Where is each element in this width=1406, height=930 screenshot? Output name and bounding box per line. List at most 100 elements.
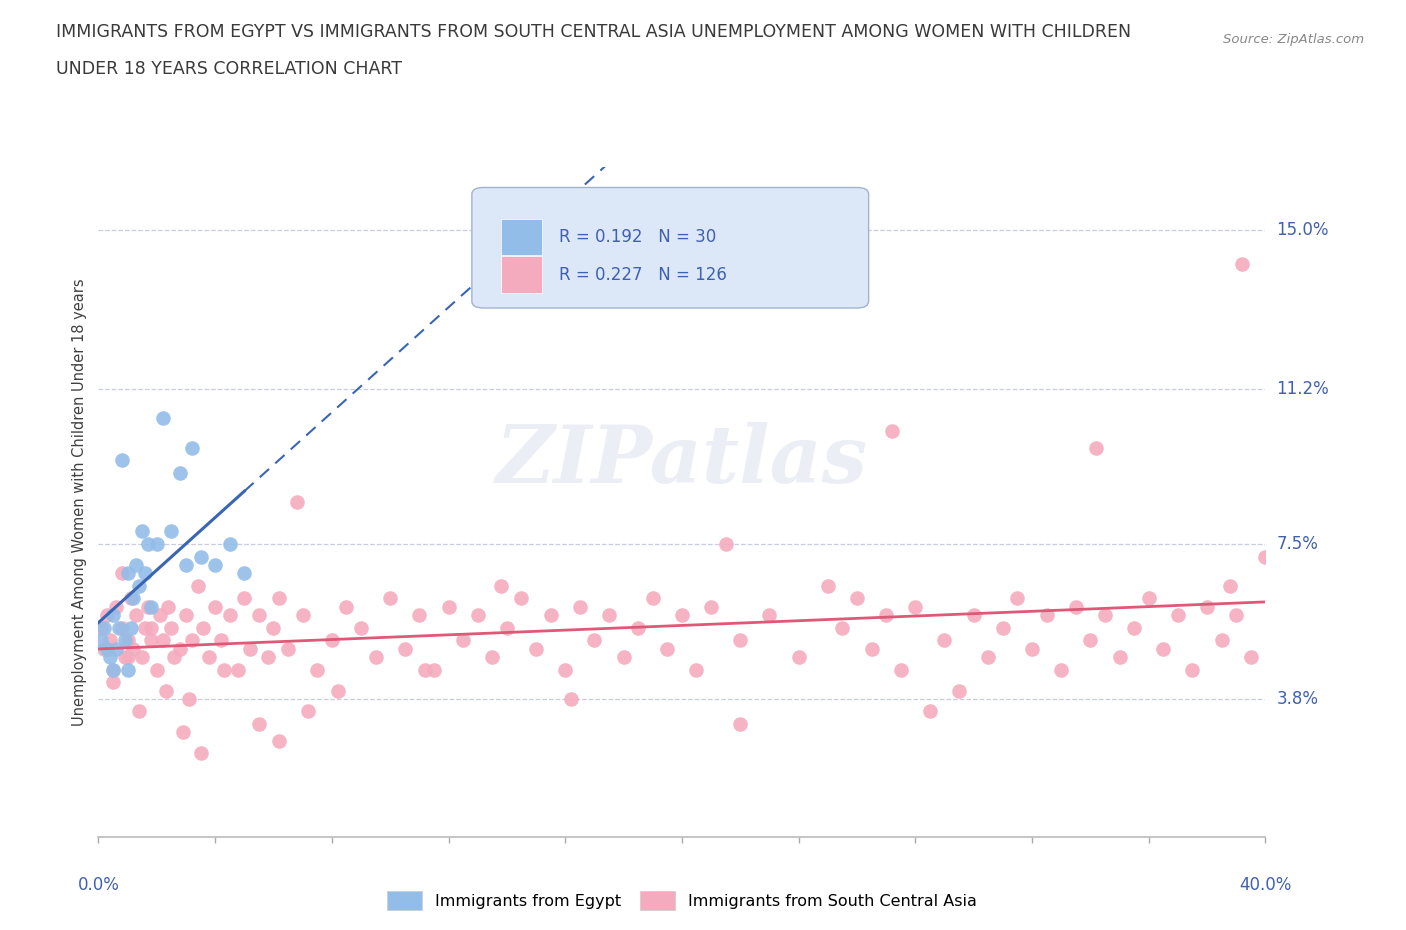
Point — [111, 565, 134, 580]
Point — [128, 704, 150, 719]
Point — [93, 642, 115, 657]
Point — [146, 537, 169, 551]
Point — [131, 525, 153, 539]
Point — [120, 591, 142, 606]
Point — [787, 649, 810, 664]
Point — [598, 608, 620, 623]
Point — [190, 549, 212, 564]
Point — [152, 411, 174, 426]
Point — [247, 608, 270, 623]
Point — [378, 591, 402, 606]
Point — [1240, 649, 1263, 664]
Point — [495, 620, 517, 635]
Point — [1085, 441, 1108, 456]
Point — [157, 600, 180, 615]
Point — [845, 591, 868, 606]
Point — [671, 608, 693, 623]
Point — [233, 591, 256, 606]
Point — [394, 642, 416, 657]
Point — [817, 578, 839, 593]
Point — [481, 649, 503, 664]
Text: 11.2%: 11.2% — [1277, 380, 1329, 398]
Point — [423, 662, 446, 677]
Point — [139, 600, 162, 615]
Point — [117, 649, 139, 664]
Point — [1167, 608, 1189, 623]
Text: 40.0%: 40.0% — [1239, 876, 1292, 894]
Point — [256, 649, 278, 664]
Point — [136, 600, 159, 615]
Point — [174, 608, 197, 623]
Point — [297, 704, 319, 719]
Point — [169, 466, 191, 481]
Point — [1195, 600, 1218, 615]
Point — [657, 642, 679, 657]
Point — [134, 620, 156, 635]
Point — [204, 558, 226, 573]
Point — [125, 608, 148, 623]
Point — [335, 600, 357, 615]
Point — [307, 662, 329, 677]
Point — [1137, 591, 1160, 606]
Point — [1108, 649, 1130, 664]
Point — [364, 649, 387, 664]
FancyBboxPatch shape — [501, 256, 541, 293]
Point — [489, 578, 512, 593]
Point — [101, 662, 124, 677]
Point — [134, 565, 156, 580]
Y-axis label: Unemployment Among Women with Children Under 18 years: Unemployment Among Women with Children U… — [72, 278, 87, 726]
Point — [1211, 632, 1233, 647]
Point — [1035, 608, 1057, 623]
Point — [101, 608, 124, 623]
Point — [730, 632, 752, 647]
Point — [198, 649, 221, 664]
Point — [169, 642, 191, 657]
Text: IMMIGRANTS FROM EGYPT VS IMMIGRANTS FROM SOUTH CENTRAL ASIA UNEMPLOYMENT AMONG W: IMMIGRANTS FROM EGYPT VS IMMIGRANTS FROM… — [56, 23, 1132, 41]
Point — [163, 649, 186, 664]
Point — [117, 632, 139, 647]
Point — [190, 746, 212, 761]
Point — [1152, 642, 1174, 657]
Point — [685, 662, 707, 677]
Point — [180, 441, 202, 456]
Point — [218, 537, 240, 551]
Point — [152, 632, 174, 647]
Point — [101, 675, 124, 690]
Point — [962, 608, 984, 623]
Point — [1123, 620, 1146, 635]
Point — [291, 608, 314, 623]
Point — [714, 537, 737, 551]
Point — [193, 620, 215, 635]
Point — [117, 565, 139, 580]
Point — [560, 692, 582, 707]
Point — [467, 608, 489, 623]
Point — [187, 578, 209, 593]
Text: R = 0.227   N = 126: R = 0.227 N = 126 — [560, 266, 727, 284]
Point — [262, 620, 284, 635]
Point — [247, 716, 270, 731]
Point — [90, 620, 112, 635]
Point — [948, 683, 970, 698]
Text: 15.0%: 15.0% — [1277, 221, 1329, 239]
Point — [875, 608, 897, 623]
Point — [174, 558, 197, 573]
Point — [641, 591, 664, 606]
Point — [180, 632, 202, 647]
Point — [209, 632, 232, 647]
Point — [510, 591, 533, 606]
Point — [98, 632, 121, 647]
Point — [860, 642, 883, 657]
Point — [1007, 591, 1029, 606]
Point — [104, 642, 127, 657]
Point — [96, 642, 118, 657]
Legend: Immigrants from Egypt, Immigrants from South Central Asia: Immigrants from Egypt, Immigrants from S… — [381, 884, 983, 916]
Point — [1050, 662, 1073, 677]
Text: 3.8%: 3.8% — [1277, 690, 1319, 708]
Text: Source: ZipAtlas.com: Source: ZipAtlas.com — [1223, 33, 1364, 46]
Point — [918, 704, 941, 719]
Point — [321, 632, 343, 647]
Point — [204, 600, 226, 615]
Point — [831, 620, 853, 635]
Text: ZIPatlas: ZIPatlas — [496, 421, 868, 499]
Point — [136, 537, 159, 551]
